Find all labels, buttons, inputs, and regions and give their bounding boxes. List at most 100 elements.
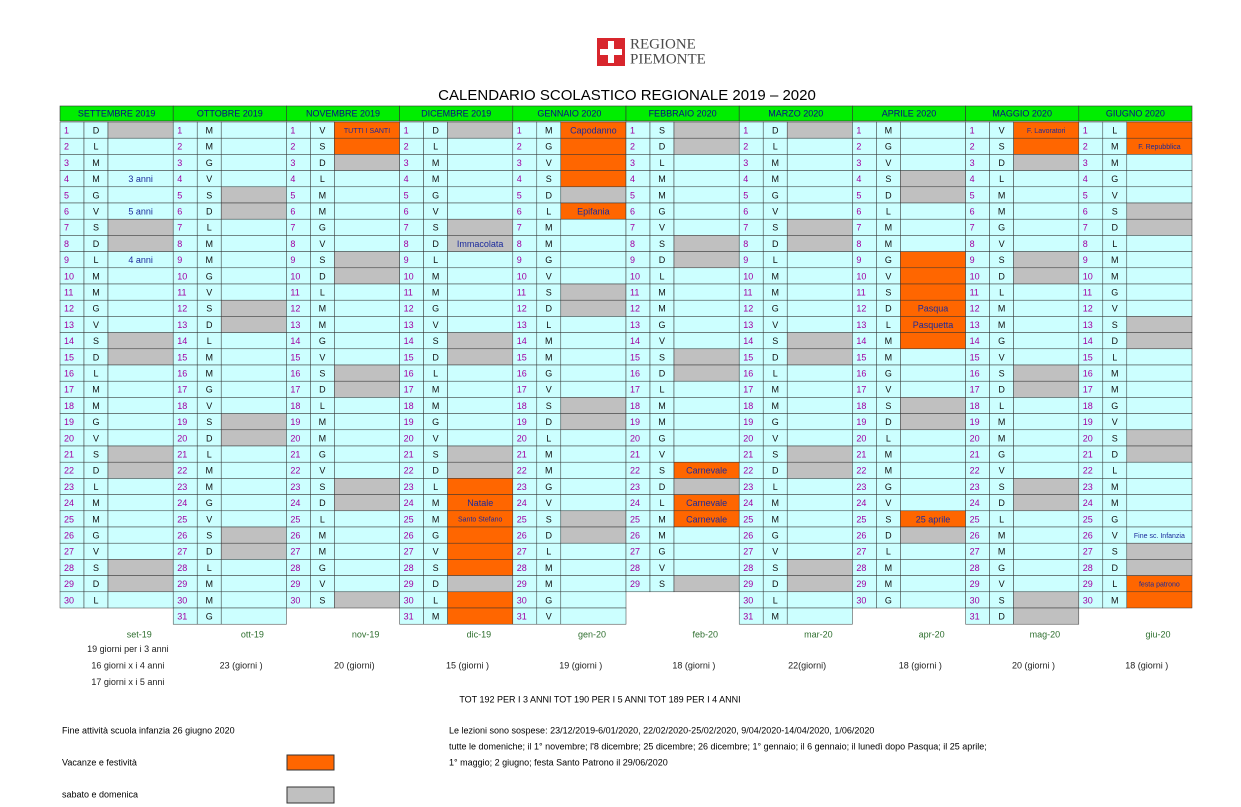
day-shade [1013, 478, 1080, 495]
day-number: 21 [1083, 449, 1093, 459]
day-number: 25 [177, 514, 187, 524]
day-number: 5 [64, 190, 69, 200]
day-number: 31 [970, 611, 980, 621]
day-shade [220, 218, 287, 236]
day-number: 1 [517, 125, 522, 135]
day-shade [560, 526, 627, 544]
day-shade [900, 121, 966, 139]
day-number: 12 [630, 304, 640, 314]
month-footer: ott-19 [241, 630, 264, 640]
day-shade [1126, 348, 1193, 366]
weekday: S [319, 255, 325, 265]
weekday: M [92, 385, 100, 395]
weekday: G [206, 271, 213, 281]
day-shade [786, 121, 853, 139]
weekday: L [320, 514, 325, 524]
weekday: V [433, 206, 439, 216]
day-shade [220, 526, 287, 544]
day-shade [900, 332, 966, 350]
weekday: M [319, 433, 327, 443]
day-number: 27 [290, 547, 300, 557]
weekday: D [659, 255, 666, 265]
weekday: V [319, 579, 325, 589]
day-number: 4 [630, 174, 635, 184]
weekday: V [319, 125, 325, 135]
weekday: V [885, 271, 891, 281]
day-shade [900, 413, 966, 431]
day-shade [107, 332, 174, 350]
weekday: S [999, 368, 1005, 378]
day-shade [786, 413, 853, 431]
weekday: D [319, 498, 326, 508]
day-shade [673, 202, 740, 220]
weekday: M [771, 611, 779, 621]
month-name: MAGGIO 2020 [992, 108, 1052, 118]
weekday: L [207, 563, 212, 573]
day-number: 23 [970, 482, 980, 492]
weekday: M [885, 449, 893, 459]
day-shade [107, 267, 174, 285]
weekday: G [545, 142, 552, 152]
day-number: 18 [1083, 401, 1093, 411]
day-shade [220, 478, 287, 495]
weekday: S [206, 530, 212, 540]
weekday: S [1112, 206, 1118, 216]
day-shade [560, 478, 627, 495]
day-number: 12 [404, 304, 414, 314]
day-shade [220, 380, 287, 398]
weekday: M [92, 158, 100, 168]
weekday: S [319, 142, 325, 152]
day-number: 19 [856, 417, 866, 427]
day-shade [107, 591, 174, 609]
day-number: 25 [1083, 514, 1093, 524]
weekday: L [773, 595, 778, 605]
day-shade [1013, 235, 1080, 252]
day-shade [900, 235, 966, 252]
day-shade [220, 429, 287, 447]
day-number: 28 [970, 563, 980, 573]
day-number: 21 [177, 449, 187, 459]
weekday: D [998, 271, 1005, 281]
day-count: 19 giorni per i 3 anni [87, 644, 169, 654]
day-shade [334, 397, 400, 414]
footnote: Fine attività scuola infanzia 26 giugno … [62, 725, 235, 735]
day-shade [220, 186, 287, 204]
weekday: M [771, 385, 779, 395]
weekday: L [93, 142, 98, 152]
day-note: Carnevale [686, 498, 727, 508]
day-shade [560, 397, 627, 414]
day-number: 28 [517, 563, 527, 573]
day-number: 4 [856, 174, 861, 184]
day-number: 27 [630, 547, 640, 557]
day-count: 18 (giorni ) [672, 660, 715, 670]
day-number: 12 [1083, 304, 1093, 314]
day-shade [1126, 267, 1193, 285]
day-number: 12 [177, 304, 187, 314]
day-shade [1013, 137, 1080, 155]
weekday: D [885, 190, 892, 200]
day-shade [447, 299, 514, 317]
day-shade [334, 429, 400, 447]
weekday: G [998, 223, 1005, 233]
weekday: G [206, 611, 213, 621]
day-shade [334, 559, 400, 576]
month-footer: giu-20 [1146, 630, 1171, 640]
weekday: S [999, 142, 1005, 152]
weekday: L [207, 449, 212, 459]
day-number: 27 [64, 547, 74, 557]
day-number: 9 [290, 255, 295, 265]
day-number: 17 [1083, 385, 1093, 395]
day-number: 10 [856, 271, 866, 281]
day-note: F. Lavoratori [1027, 128, 1066, 135]
day-number: 1 [856, 125, 861, 135]
day-shade [447, 542, 514, 560]
day-number: 26 [970, 530, 980, 540]
day-shade [786, 267, 853, 285]
day-number: 7 [630, 223, 635, 233]
weekday: L [93, 595, 98, 605]
day-shade [673, 267, 740, 285]
day-shade [107, 235, 174, 252]
day-number: 13 [290, 320, 300, 330]
day-number: 24 [1083, 498, 1093, 508]
day-number: 12 [856, 304, 866, 314]
